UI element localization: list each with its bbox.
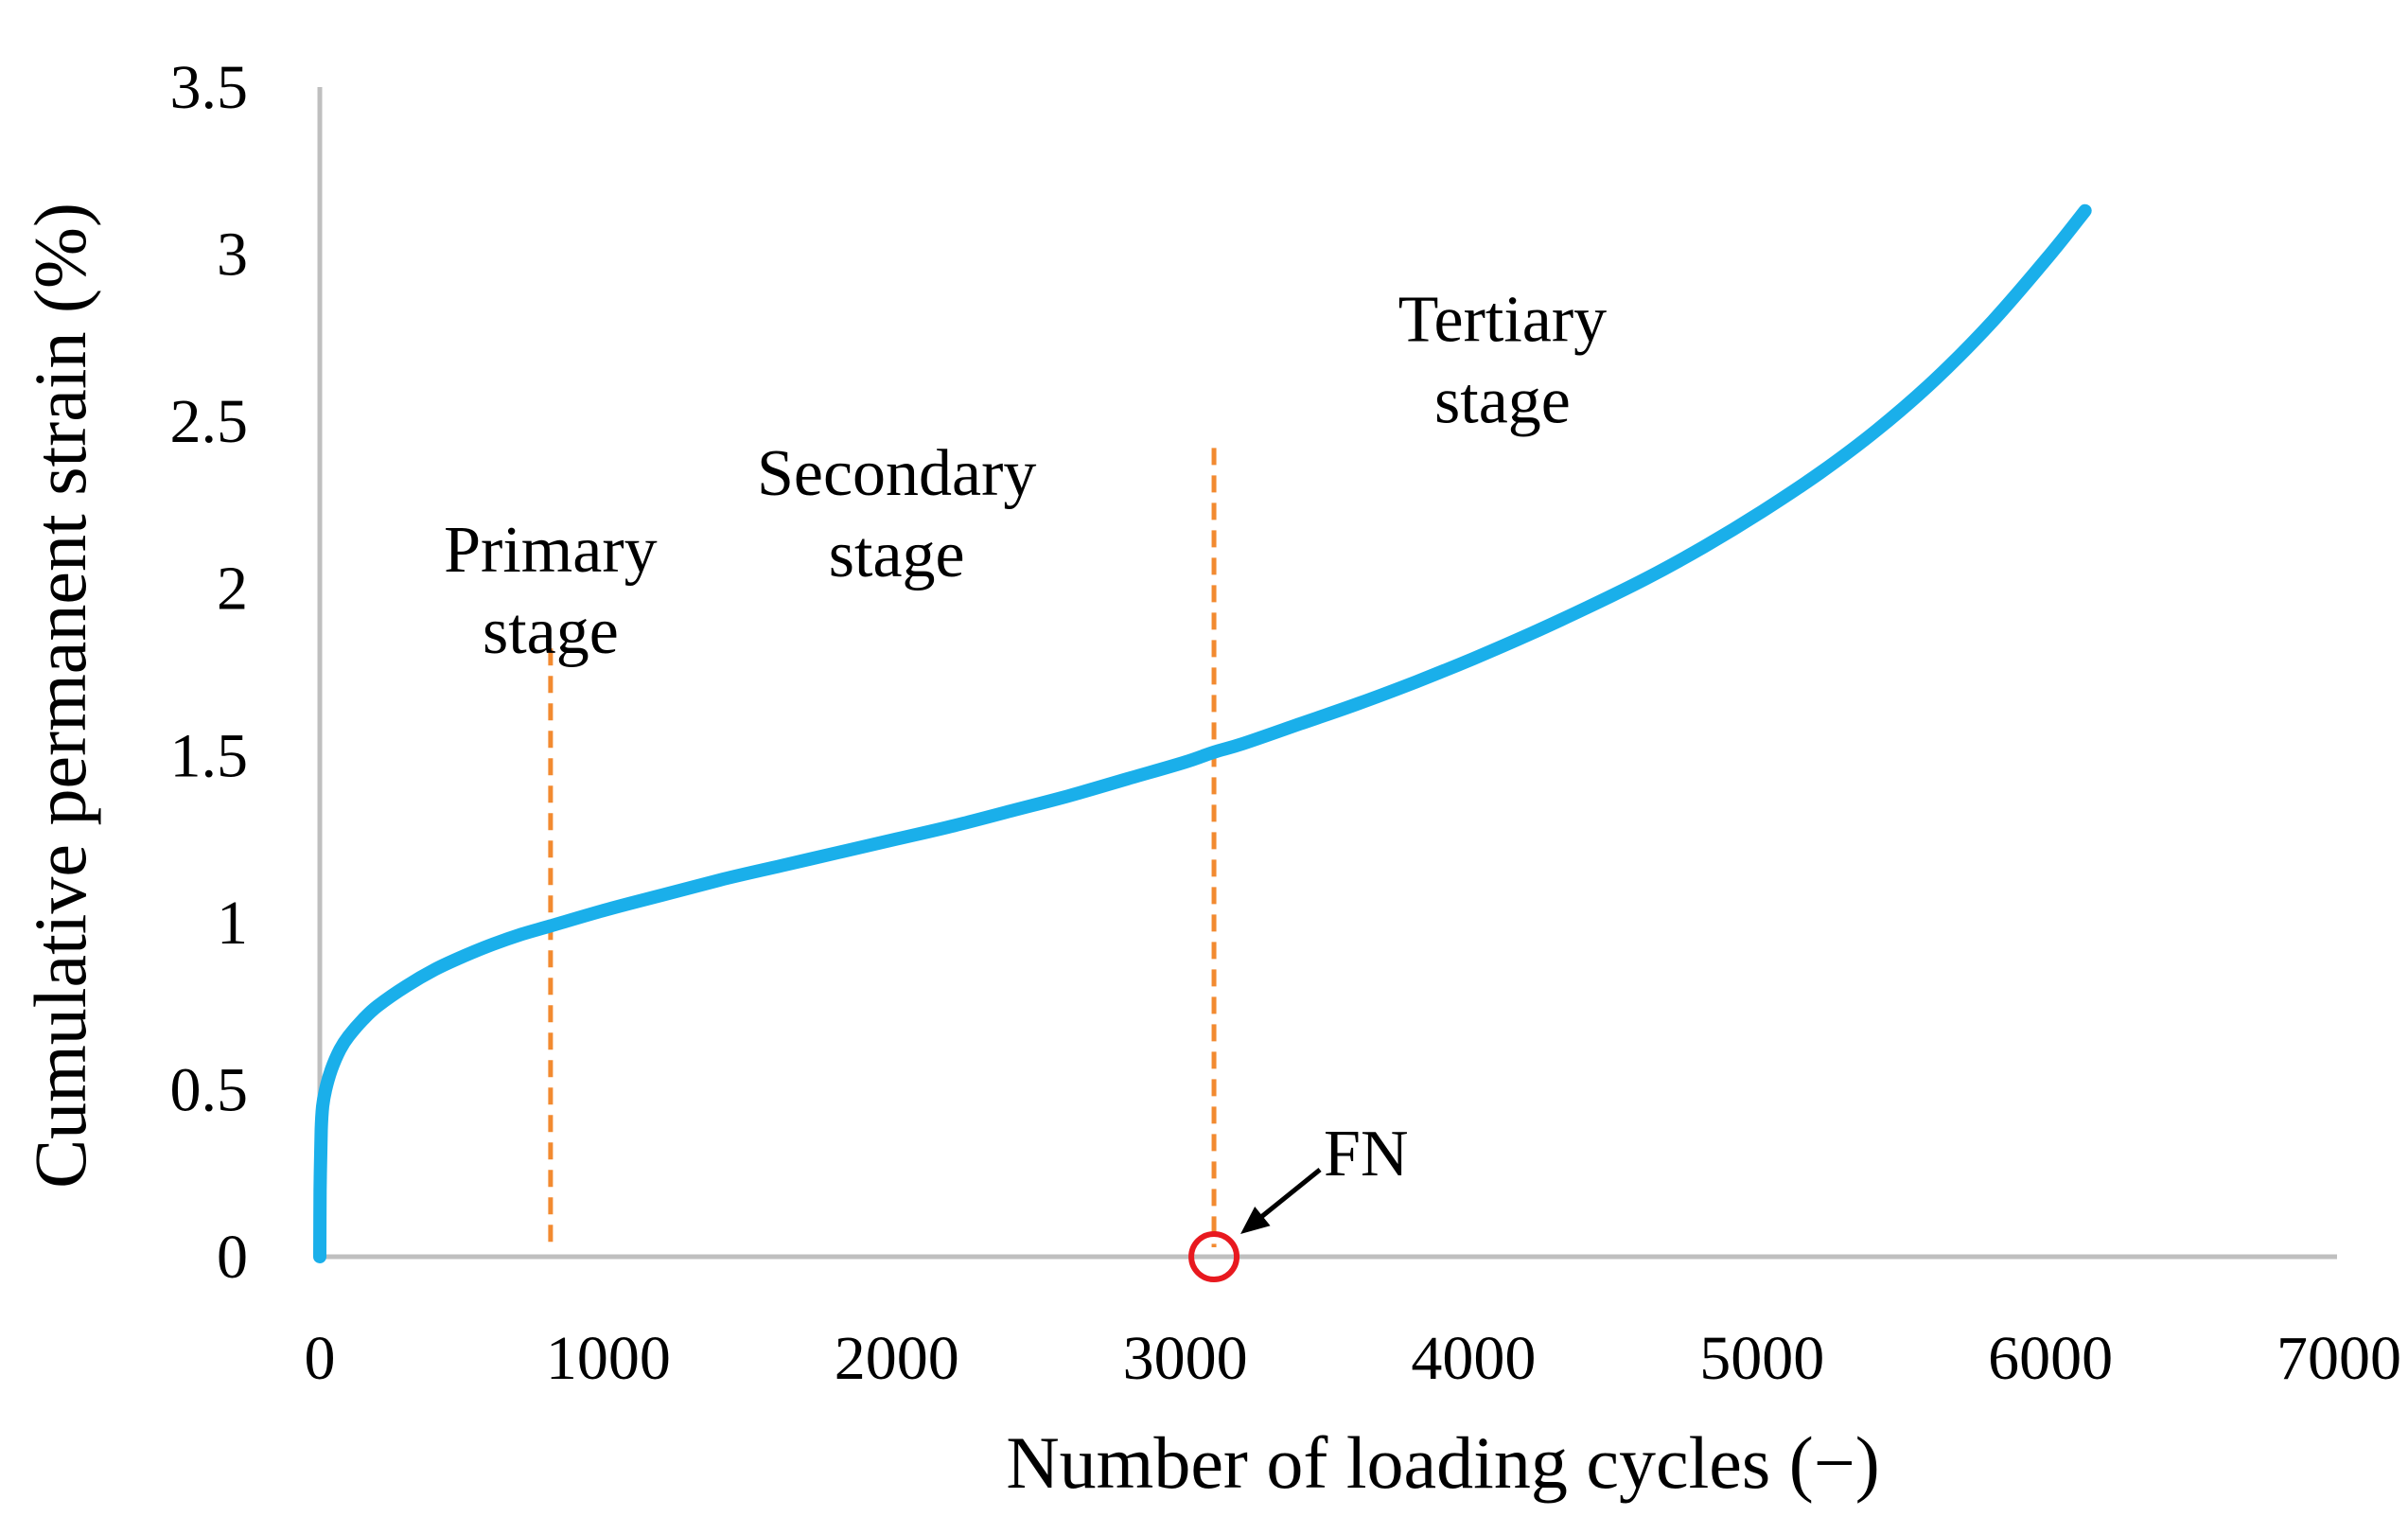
y-tick-label: 2.5 xyxy=(170,387,249,456)
fn-arrowhead xyxy=(1240,1207,1271,1234)
fn-label: FN xyxy=(1324,1118,1408,1190)
x-tick-label: 5000 xyxy=(1699,1324,1824,1393)
flow-number-marker xyxy=(1188,1231,1240,1282)
strain-curve xyxy=(313,203,2092,1263)
x-tick-label: 0 xyxy=(305,1324,336,1393)
x-tick-label: 2000 xyxy=(835,1324,959,1393)
annotation-tertiary-line: Tertiary xyxy=(1398,283,1608,356)
stage-annotations: Primary stage Secondary stage Tertiary stage xyxy=(444,283,1607,668)
x-tick-labels: 0 1000 2000 3000 4000 5000 6000 7000 xyxy=(305,1324,2402,1393)
y-tick-label: 1.5 xyxy=(170,721,249,790)
y-tick-label: 3 xyxy=(217,220,248,290)
x-tick-label: 4000 xyxy=(1411,1324,1536,1393)
x-axis-title: Number of loading cycles (−) xyxy=(1006,1421,1879,1504)
y-tick-labels: 0 0.5 1 1.5 2 2.5 3 3.5 xyxy=(170,53,249,1292)
y-tick-label: 3.5 xyxy=(170,53,249,122)
x-tick-label: 7000 xyxy=(2276,1324,2401,1393)
x-tick-label: 3000 xyxy=(1123,1324,1248,1393)
annotation-primary-line: stage xyxy=(483,595,619,668)
annotation-secondary-line: Secondary xyxy=(757,437,1036,510)
x-tick-label: 1000 xyxy=(546,1324,671,1393)
y-tick-label: 0 xyxy=(217,1223,248,1292)
annotation-secondary-line: stage xyxy=(829,519,965,591)
y-tick-label: 2 xyxy=(217,555,248,624)
stage-boundary-lines xyxy=(548,448,1217,1247)
annotation-tertiary-line: stage xyxy=(1434,364,1571,437)
y-axis-title: Cumulative permanent strain (%) xyxy=(19,203,101,1189)
x-tick-label: 6000 xyxy=(1988,1324,2113,1393)
annotation-primary-line: Primary xyxy=(444,514,658,587)
fn-arrow xyxy=(1250,1168,1322,1226)
y-tick-label: 0.5 xyxy=(170,1055,249,1124)
y-tick-label: 1 xyxy=(217,889,248,958)
